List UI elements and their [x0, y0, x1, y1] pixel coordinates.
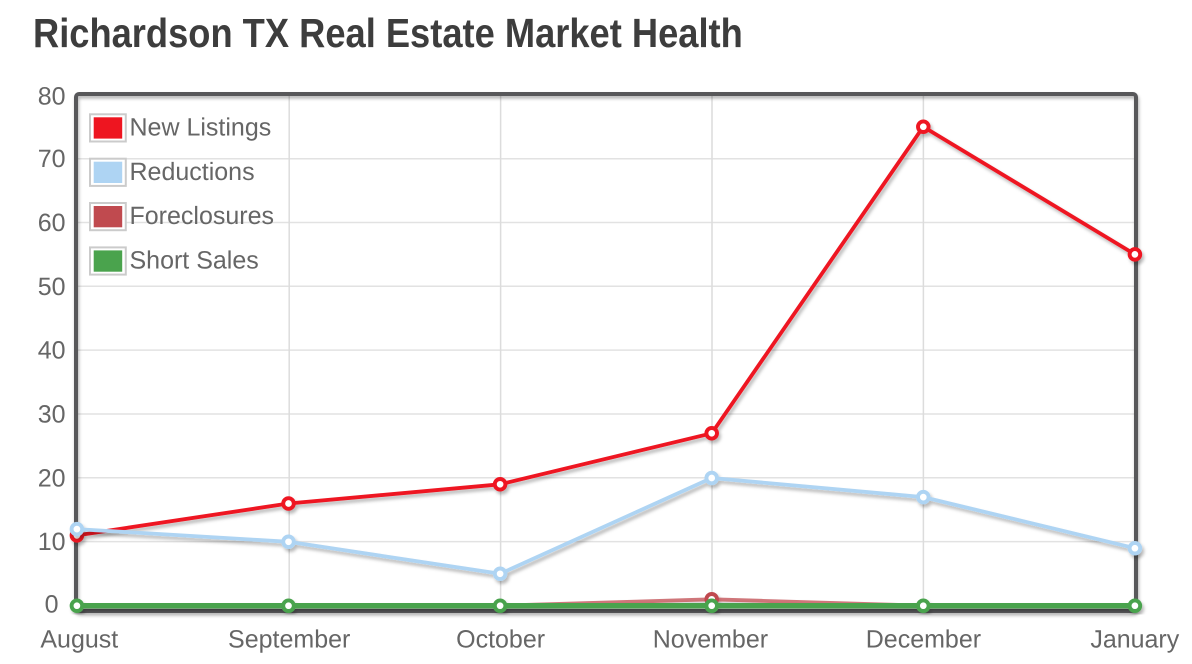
svg-text:August: August: [40, 626, 118, 654]
svg-text:80: 80: [38, 83, 66, 111]
svg-text:December: December: [866, 626, 981, 654]
svg-text:New Listings: New Listings: [130, 114, 272, 142]
svg-text:January: January: [1090, 626, 1179, 654]
svg-text:50: 50: [38, 273, 66, 301]
svg-text:60: 60: [38, 209, 66, 237]
svg-text:70: 70: [38, 145, 66, 173]
svg-text:0: 0: [45, 590, 59, 618]
svg-text:Reductions: Reductions: [130, 158, 255, 186]
svg-text:September: September: [228, 626, 350, 654]
svg-text:20: 20: [38, 464, 66, 492]
svg-text:October: October: [456, 626, 545, 654]
svg-text:Foreclosures: Foreclosures: [130, 202, 275, 230]
svg-text:November: November: [653, 626, 768, 654]
svg-text:Short Sales: Short Sales: [130, 247, 259, 275]
svg-text:10: 10: [38, 528, 66, 556]
svg-text:30: 30: [38, 401, 66, 429]
svg-text:40: 40: [38, 337, 66, 365]
